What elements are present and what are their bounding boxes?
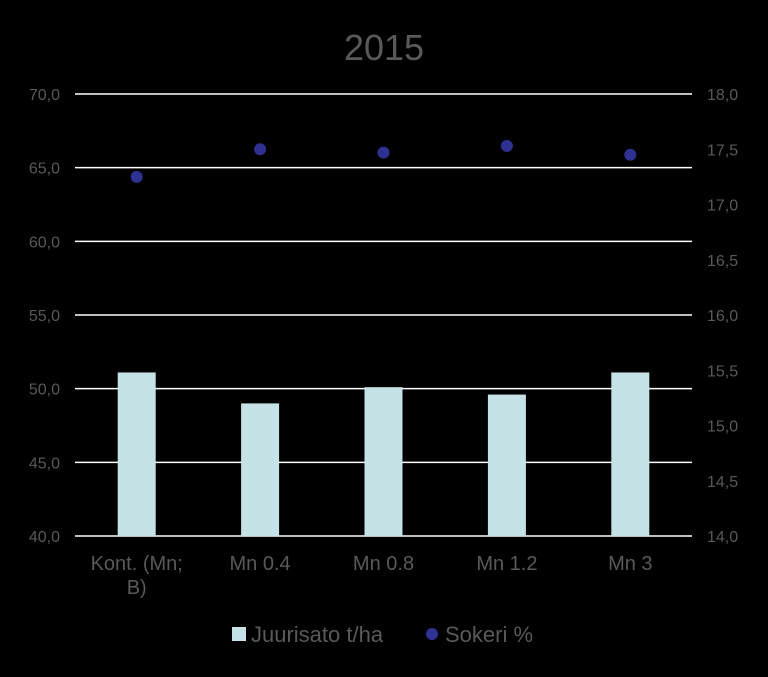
legend-swatch-juurisato bbox=[232, 627, 246, 641]
right-tick-label: 17,5 bbox=[707, 142, 738, 159]
right-tick-label: 15,5 bbox=[707, 363, 738, 380]
data-point bbox=[130, 170, 143, 183]
left-axis-ticks: 40,0 45,0 50,0 55,0 60,0 65,0 70,0 bbox=[29, 87, 60, 546]
right-tick-label: 16,0 bbox=[707, 308, 738, 325]
point-series bbox=[130, 139, 637, 183]
left-tick-label: 60,0 bbox=[29, 234, 60, 251]
legend-label-juurisato: Juurisato t/ha bbox=[251, 622, 384, 647]
bar-series bbox=[117, 372, 650, 536]
right-tick-label: 17,0 bbox=[707, 198, 738, 215]
right-tick-label: 16,5 bbox=[707, 253, 738, 270]
category-label: Mn 0.8 bbox=[353, 553, 414, 575]
category-label: Mn 3 bbox=[608, 553, 652, 575]
data-point bbox=[254, 143, 267, 156]
right-axis-ticks: 14,0 14,5 15,0 15,5 16,0 16,5 17,0 17,5 18,0 bbox=[707, 87, 738, 546]
legend: Juurisato t/ha Sokeri % bbox=[232, 622, 533, 647]
chart-title: 2015 bbox=[344, 27, 424, 68]
bar bbox=[364, 387, 403, 536]
bar bbox=[117, 372, 156, 536]
left-tick-label: 40,0 bbox=[29, 529, 60, 546]
left-tick-label: 65,0 bbox=[29, 161, 60, 178]
right-tick-label: 14,5 bbox=[707, 474, 738, 491]
data-point bbox=[624, 148, 637, 161]
left-tick-label: 55,0 bbox=[29, 308, 60, 325]
bar bbox=[241, 403, 280, 536]
legend-swatch-sokeri bbox=[426, 628, 438, 640]
category-label: Mn 1.2 bbox=[476, 553, 537, 575]
data-point bbox=[500, 139, 513, 152]
category-label: Kont. (Mn; bbox=[91, 553, 183, 575]
left-tick-label: 70,0 bbox=[29, 87, 60, 104]
bar bbox=[487, 394, 526, 536]
right-tick-label: 15,0 bbox=[707, 419, 738, 436]
right-tick-label: 18,0 bbox=[707, 87, 738, 104]
bar bbox=[611, 372, 650, 536]
legend-label-sokeri: Sokeri % bbox=[445, 622, 533, 647]
left-tick-label: 50,0 bbox=[29, 382, 60, 399]
left-tick-label: 45,0 bbox=[29, 455, 60, 472]
data-point bbox=[377, 146, 390, 159]
category-labels: Kont. (Mn;B) Mn 0.4 Mn 0.8 Mn 1.2 Mn 3 bbox=[91, 553, 653, 599]
category-label: B) bbox=[127, 577, 147, 599]
category-label: Mn 0.4 bbox=[230, 553, 291, 575]
right-tick-label: 14,0 bbox=[707, 529, 738, 546]
